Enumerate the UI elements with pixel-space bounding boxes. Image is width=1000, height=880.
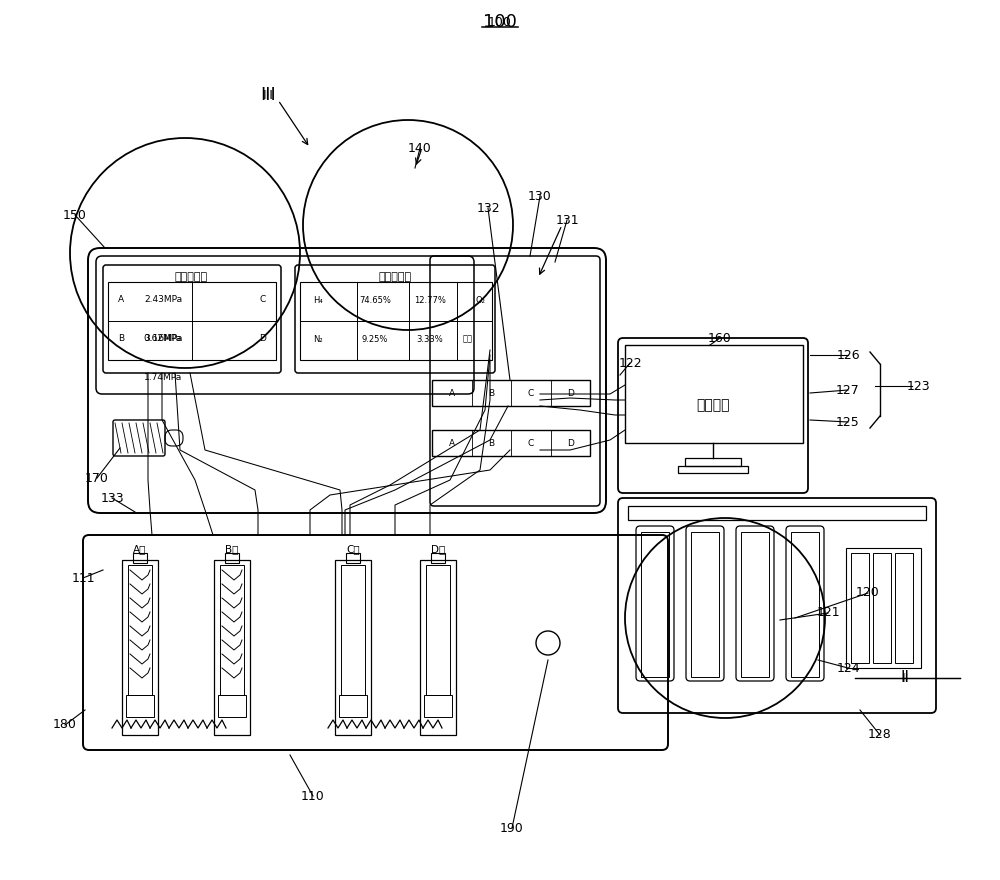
Text: 132: 132: [476, 202, 500, 215]
Text: C罐: C罐: [346, 544, 360, 554]
Bar: [846, 548, 921, 668]
Text: 1.74MPa: 1.74MPa: [144, 372, 182, 382]
Bar: [420, 560, 456, 735]
Bar: [335, 560, 371, 735]
Bar: [431, 553, 445, 563]
Bar: [641, 532, 669, 677]
Text: 其他: 其他: [463, 334, 473, 343]
Bar: [426, 565, 450, 695]
Text: B: B: [488, 438, 494, 448]
Text: A: A: [449, 388, 455, 398]
Bar: [218, 695, 246, 717]
Text: III: III: [263, 89, 273, 101]
Text: N₂: N₂: [313, 334, 323, 343]
Text: 133: 133: [100, 492, 124, 504]
Text: D: D: [567, 388, 574, 398]
Text: A罐: A罐: [133, 544, 147, 554]
Text: H₄: H₄: [313, 296, 323, 304]
Text: 110: 110: [301, 789, 325, 803]
Text: 120: 120: [856, 586, 880, 599]
Bar: [791, 532, 819, 677]
Text: C: C: [528, 388, 534, 398]
Text: 控制终端: 控制终端: [696, 399, 730, 413]
Bar: [424, 695, 452, 717]
Text: 160: 160: [708, 332, 732, 344]
Bar: [128, 565, 152, 695]
Bar: [741, 532, 769, 677]
Text: 100: 100: [488, 16, 512, 28]
Text: 122: 122: [618, 356, 642, 370]
Text: B: B: [488, 388, 494, 398]
Text: 130: 130: [528, 189, 552, 202]
Bar: [339, 695, 367, 717]
Text: 压力监测仪: 压力监测仪: [174, 272, 208, 282]
Text: 125: 125: [836, 415, 860, 429]
Text: 12.77%: 12.77%: [414, 296, 446, 304]
Text: 0.62MPa: 0.62MPa: [144, 334, 182, 342]
Text: 121: 121: [816, 606, 840, 620]
Bar: [895, 553, 913, 663]
Text: 100: 100: [483, 13, 517, 31]
Text: O₂: O₂: [475, 296, 485, 304]
Text: B罐: B罐: [225, 544, 239, 554]
Text: C: C: [260, 295, 266, 304]
Text: 150: 150: [63, 209, 87, 222]
Bar: [346, 553, 360, 563]
Text: A: A: [118, 295, 124, 304]
Text: II: II: [900, 671, 910, 686]
Text: D罐: D罐: [431, 544, 445, 554]
Bar: [225, 553, 239, 563]
Text: 74.65%: 74.65%: [359, 296, 391, 304]
Text: 3.16MPa: 3.16MPa: [144, 334, 182, 342]
Bar: [220, 565, 244, 695]
Text: 2.43MPa: 2.43MPa: [144, 295, 182, 304]
Text: 111: 111: [71, 571, 95, 584]
Bar: [432, 380, 590, 406]
Text: A: A: [449, 438, 455, 448]
Bar: [126, 695, 154, 717]
Text: III: III: [260, 86, 276, 104]
Bar: [691, 532, 719, 677]
Text: 180: 180: [53, 718, 77, 731]
Text: 128: 128: [868, 729, 892, 742]
Text: 3.33%: 3.33%: [417, 334, 443, 343]
Text: 9.25%: 9.25%: [362, 334, 388, 343]
Bar: [678, 466, 748, 473]
Text: 190: 190: [500, 822, 524, 834]
Bar: [873, 553, 891, 663]
Bar: [628, 506, 926, 520]
Text: B: B: [118, 334, 124, 342]
Text: 124: 124: [836, 662, 860, 674]
Text: 170: 170: [85, 472, 109, 485]
Text: C: C: [528, 438, 534, 448]
Bar: [108, 282, 276, 360]
Bar: [432, 430, 590, 456]
Bar: [300, 282, 492, 360]
Text: II: II: [901, 671, 909, 685]
Text: D: D: [567, 438, 574, 448]
Bar: [122, 560, 158, 735]
Text: 131: 131: [555, 214, 579, 226]
Text: 127: 127: [836, 384, 860, 397]
Bar: [851, 553, 869, 663]
Text: 126: 126: [836, 348, 860, 362]
Text: 123: 123: [906, 379, 930, 392]
Bar: [685, 458, 741, 466]
Text: 气相色谱仪: 气相色谱仪: [378, 272, 412, 282]
Bar: [214, 560, 250, 735]
Bar: [133, 553, 147, 563]
Bar: [625, 345, 803, 443]
Text: D: D: [259, 334, 266, 342]
Text: 140: 140: [408, 142, 432, 155]
Bar: [341, 565, 365, 695]
